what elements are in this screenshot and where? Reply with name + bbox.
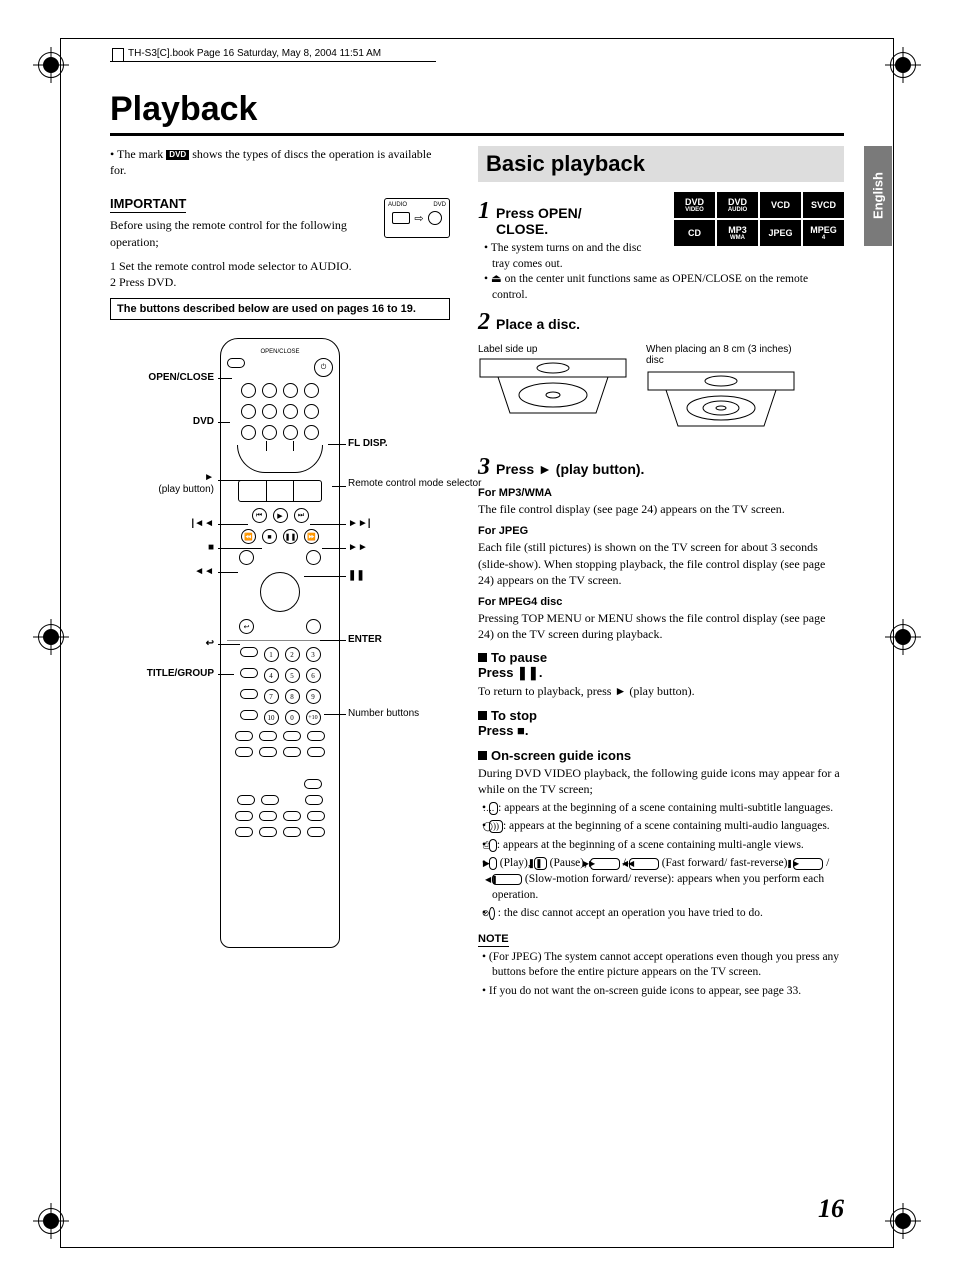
- registration-mark: [38, 1208, 64, 1234]
- play-icon: ▶: [489, 857, 497, 870]
- basic-playback-heading: Basic playback: [478, 146, 844, 182]
- step1-bullet2: • ⏏ on the center unit functions same as…: [492, 272, 844, 303]
- mp3-text: The file control display (see page 24) a…: [478, 501, 844, 517]
- fast-reverse-icon: ◀◀: [629, 858, 659, 870]
- intro-text: • The mark DVD shows the types of discs …: [110, 146, 450, 178]
- important-heading: IMPORTANT: [110, 196, 186, 213]
- note-list: (For JPEG) The system cannot accept oper…: [478, 950, 844, 1000]
- slow-forward-icon: ❚▶: [793, 858, 823, 870]
- mpeg4-text: Pressing TOP MENU or MENU shows the file…: [478, 610, 844, 642]
- label-play-sub: (play button): [158, 484, 214, 495]
- important-item-1: 1 Set the remote control mode selector t…: [110, 258, 360, 274]
- step1-bullet1: • The system turns on and the disc tray …: [492, 241, 662, 272]
- label-stop: ■: [208, 542, 214, 553]
- press-stop: Press ■.: [478, 723, 844, 738]
- registration-mark: [38, 624, 64, 650]
- mp3-heading: For MP3/WMA: [478, 487, 844, 499]
- label-enter: ENTER: [348, 634, 382, 645]
- step3-heading: Press ► (play button).: [496, 461, 644, 477]
- subtitle-icon: ….: [489, 802, 498, 815]
- step2-heading: Place a disc.: [496, 316, 580, 332]
- disc-tray-diagram: [478, 357, 628, 427]
- pause-text: To return to playback, press ► (play but…: [478, 683, 844, 699]
- press-pause: Press ❚❚.: [478, 665, 844, 681]
- pause-icon: ❚❚: [534, 857, 547, 870]
- label-title-group: TITLE/GROUP: [147, 668, 214, 679]
- osd-heading: On-screen guide icons: [478, 748, 844, 763]
- disc-type-grid: DVDVIDEO DVDAUDIO VCD SVCD CD MP3WMA JPE…: [674, 192, 844, 246]
- doc-header-meta: TH-S3[C].book Page 16 Saturday, May 8, 2…: [110, 46, 436, 62]
- mpeg4-heading: For MPEG4 disc: [478, 596, 844, 608]
- label-fl-disp: FL DISP.: [348, 438, 388, 449]
- tray-label-left: Label side up: [478, 344, 628, 355]
- label-prev: |◄◄: [191, 518, 214, 529]
- fast-forward-icon: ▶▶: [590, 858, 620, 870]
- label-pause: ❚❚: [348, 570, 365, 581]
- jpeg-heading: For JPEG: [478, 525, 844, 537]
- label-number-buttons: Number buttons: [348, 708, 419, 719]
- label-rew: ◄◄: [194, 566, 214, 577]
- osd-list: ….: appears at the beginning of a scene …: [478, 801, 844, 922]
- label-fwd: ►►: [348, 542, 368, 553]
- important-item-2: 2 Press DVD.: [110, 274, 450, 290]
- step1-heading: Press OPEN/ CLOSE.: [496, 205, 606, 237]
- tray-label-right: When placing an 8 cm (3 inches) disc: [646, 344, 796, 368]
- title-rule: [110, 133, 844, 136]
- registration-mark: [890, 624, 916, 650]
- slow-reverse-icon: ◀❚: [492, 874, 522, 886]
- audio-icon: ◯)): [489, 820, 503, 833]
- disc-tray-diagram-small: [646, 370, 796, 440]
- buttons-note-box: The buttons described below are used on …: [110, 298, 450, 320]
- language-tab: English: [864, 146, 892, 246]
- label-next: ►►|: [348, 518, 371, 529]
- mode-selector-diagram: AUDIO DVD ⇨: [384, 198, 450, 238]
- registration-mark: [890, 1208, 916, 1234]
- label-mode-selector: Remote control mode selector: [348, 478, 440, 489]
- to-pause-heading: To pause: [478, 650, 844, 665]
- note-heading: NOTE: [478, 933, 509, 947]
- remote-diagram: OPEN/CLOSE ⏻ ⏮▶⏭ ⏪■❚❚⏩ ↩ 123 456 789: [110, 338, 450, 958]
- page-title: Playback: [110, 90, 844, 129]
- label-return: ↩: [206, 638, 214, 649]
- label-dvd: DVD: [193, 416, 214, 427]
- jpeg-text: Each file (still pictures) is shown on t…: [478, 539, 844, 588]
- dvd-badge-icon: DVD: [166, 150, 189, 160]
- angle-icon: ⎙: [489, 839, 497, 852]
- registration-mark: [890, 52, 916, 78]
- registration-mark: [38, 52, 64, 78]
- page-number: 16: [818, 1194, 844, 1224]
- label-play: ►: [204, 472, 214, 483]
- important-intro: Before using the remote control for the …: [110, 217, 360, 249]
- label-open-close: OPEN/CLOSE: [148, 372, 214, 383]
- osd-intro: During DVD VIDEO playback, the following…: [478, 765, 844, 797]
- to-stop-heading: To stop: [478, 708, 844, 723]
